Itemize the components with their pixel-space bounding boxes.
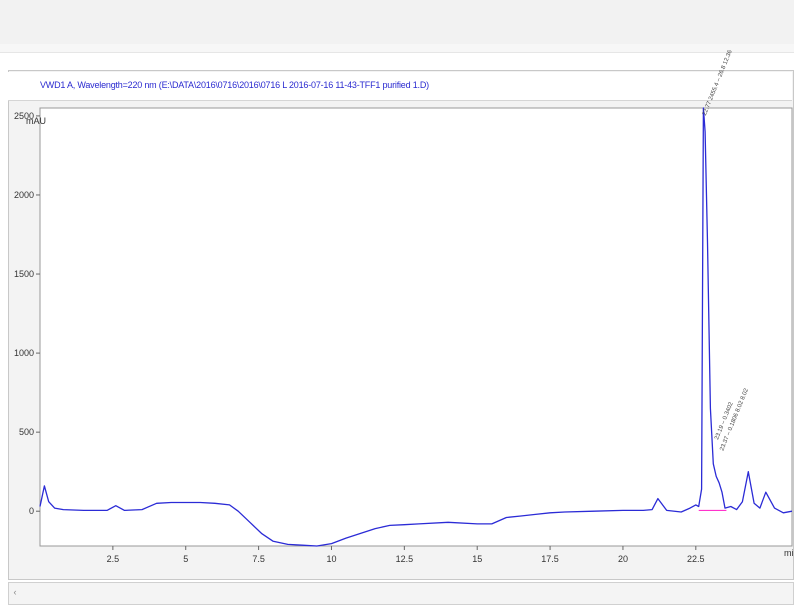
y-axis-label: mAU xyxy=(26,116,46,126)
y-tick-label: 1000 xyxy=(14,348,34,358)
x-tick-label: 10 xyxy=(326,554,336,564)
signal-title-bar xyxy=(8,72,792,101)
x-tick-label: 12.5 xyxy=(396,554,414,564)
x-tick-label: 20 xyxy=(618,554,628,564)
x-tick-label: 22.5 xyxy=(687,554,705,564)
x-tick-label: 15 xyxy=(472,554,482,564)
y-tick-label: 1500 xyxy=(14,269,34,279)
x-tick-label: 17.5 xyxy=(541,554,559,564)
scroll-left-arrow-icon[interactable]: ‹ xyxy=(13,587,17,597)
x-tick-label: 5 xyxy=(183,554,188,564)
y-tick-label: 2500 xyxy=(14,111,34,121)
y-tick-label: 500 xyxy=(19,427,34,437)
y-tick-label: 0 xyxy=(29,506,34,516)
horizontal-scrollbar[interactable] xyxy=(8,582,794,605)
plot-area xyxy=(39,107,793,547)
toolbar-separator xyxy=(0,44,794,53)
x-tick-label: 2.5 xyxy=(107,554,120,564)
chromatogram-trace xyxy=(39,107,793,547)
x-tick-label: 7.5 xyxy=(252,554,265,564)
x-axis-label: min xyxy=(784,548,794,558)
y-tick-label: 2000 xyxy=(14,190,34,200)
signal-title: VWD1 A, Wavelength=220 nm (E:\DATA\2016\… xyxy=(40,80,429,90)
peak-label: 22.77 2455.4 – 26.8 12.36 xyxy=(702,49,734,117)
